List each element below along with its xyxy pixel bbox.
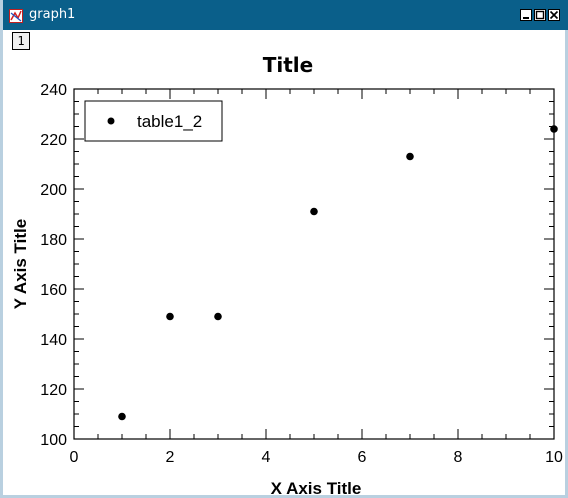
data-point [118, 412, 126, 421]
minimize-button[interactable] [520, 9, 532, 21]
graph-tab[interactable]: 1 [12, 32, 30, 50]
data-point [550, 125, 558, 133]
axis-ticks [73, 88, 555, 440]
legend-marker [107, 117, 115, 125]
data-point [166, 312, 174, 321]
minimize-icon [523, 17, 529, 19]
title-bar[interactable]: graph1 [3, 0, 568, 30]
x-tick-label: 2 [166, 449, 175, 466]
y-tick-label: 160 [40, 282, 67, 299]
y-tick-label: 200 [40, 182, 67, 199]
y-tick-label: 180 [40, 232, 67, 249]
plot-area [73, 88, 555, 440]
y-tick-label: 240 [40, 82, 67, 99]
x-tick-label: 0 [70, 449, 79, 466]
y-tick-label: 140 [40, 332, 67, 349]
x-tick-label: 8 [454, 449, 463, 466]
legend-label: table1_2 [137, 112, 202, 131]
window-title: graph1 [29, 7, 76, 22]
x-tick-label: 4 [262, 449, 271, 466]
close-icon [549, 10, 559, 20]
maximize-button[interactable] [534, 9, 546, 21]
data-point [310, 207, 318, 216]
data-point [214, 312, 222, 321]
y-tick-label: 100 [40, 432, 67, 449]
graph-window-icon [9, 8, 23, 23]
data-point [406, 152, 414, 161]
y-axis-label: Y Axis Title [11, 219, 30, 309]
x-tick-label: 10 [545, 449, 563, 466]
y-tick-label: 120 [40, 382, 67, 399]
maximize-icon [535, 10, 545, 20]
axis-tick-labels: 0 2 4 6 8 10 100 120 140 160 180 200 220 240 [40, 82, 563, 466]
x-axis-label: X Axis Title [271, 479, 362, 498]
close-button[interactable] [548, 9, 560, 21]
legend: table1_2 [84, 100, 223, 142]
chart-title: Title [263, 53, 313, 77]
x-tick-label: 6 [358, 449, 367, 466]
y-tick-label: 220 [40, 132, 67, 149]
data-points [118, 125, 558, 421]
